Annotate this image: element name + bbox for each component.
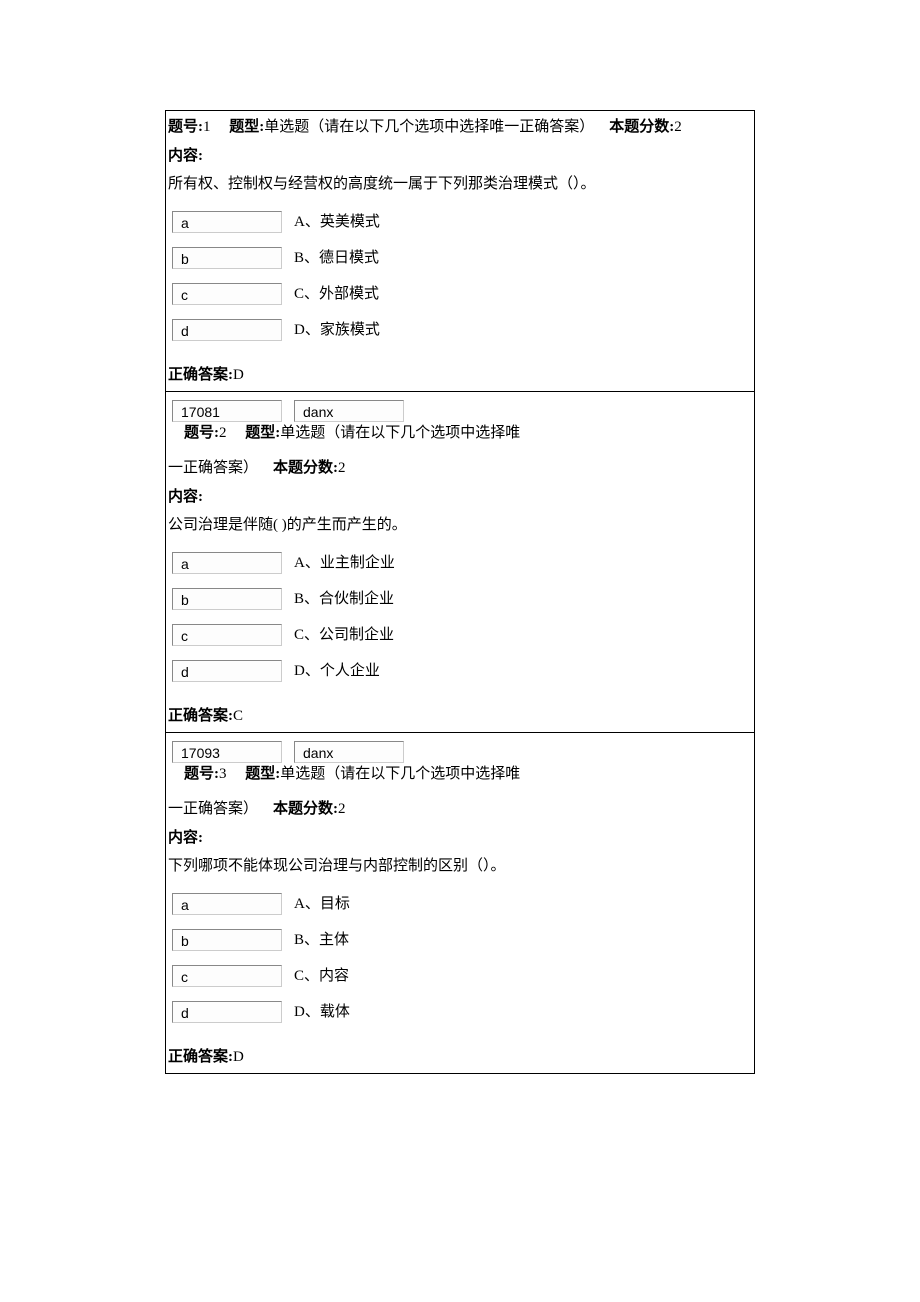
- option-label: C、公司制企业: [282, 624, 394, 646]
- option-input[interactable]: c: [172, 965, 282, 987]
- content-label: 内容:: [166, 483, 754, 512]
- q-type-label: 题型:: [229, 119, 264, 135]
- question-block: 17093 danx 题号:3 题型:单选题（请在以下几个选项中选择唯 一正确答…: [166, 733, 754, 1073]
- q-score: 2: [338, 460, 346, 476]
- answer-line: 正确答案:C: [166, 696, 754, 733]
- option-label: B、合伙制企业: [282, 588, 394, 610]
- option-row: c C、外部模式: [166, 283, 754, 305]
- option-label: D、家族模式: [282, 319, 380, 341]
- meta-input[interactable]: danx: [294, 741, 404, 763]
- answer-label: 正确答案:: [168, 708, 233, 724]
- option-label: A、目标: [282, 893, 350, 915]
- answer-label: 正确答案:: [168, 367, 233, 383]
- q-type-text-p2: 一正确答案）: [168, 801, 258, 817]
- meta-input[interactable]: danx: [294, 400, 404, 422]
- answer-line: 正确答案:D: [166, 355, 754, 392]
- option-row: a A、业主制企业: [166, 552, 754, 574]
- option-input[interactable]: b: [172, 247, 282, 269]
- option-input[interactable]: a: [172, 211, 282, 233]
- option-row: d D、载体: [166, 1001, 754, 1023]
- option-label: C、内容: [282, 965, 349, 987]
- q-type-label: 题型:: [245, 766, 280, 782]
- option-label: A、业主制企业: [282, 552, 395, 574]
- option-label: B、主体: [282, 929, 349, 951]
- q-type-text-p1: 单选题（请在以下几个选项中选择唯: [280, 766, 520, 782]
- question-content: 所有权、控制权与经营权的高度统一属于下列那类治理模式（）。: [166, 170, 754, 207]
- q-type-text-p1: 单选题（请在以下几个选项中选择唯: [280, 425, 520, 441]
- option-input[interactable]: d: [172, 319, 282, 341]
- q-type-text-p2: 一正确答案）: [168, 460, 258, 476]
- q-type-label: 题型:: [245, 425, 280, 441]
- q-number: 1: [203, 119, 211, 135]
- q-score: 2: [674, 119, 682, 135]
- option-input[interactable]: d: [172, 660, 282, 682]
- q-score-label: 本题分数:: [273, 460, 338, 476]
- meta-input[interactable]: 17093: [172, 741, 282, 763]
- option-label: D、个人企业: [282, 660, 380, 682]
- content-label: 内容:: [166, 824, 754, 853]
- meta-row: 17081 danx 题号:2 题型:单选题（请在以下几个选项中选择唯: [166, 392, 754, 444]
- answer-label: 正确答案:: [168, 1049, 233, 1065]
- option-row: b B、主体: [166, 929, 754, 951]
- content-label: 内容:: [166, 142, 754, 171]
- questions-table: 题号:1 题型:单选题（请在以下几个选项中选择唯一正确答案） 本题分数:2 内容…: [165, 110, 755, 1074]
- option-row: b B、德日模式: [166, 247, 754, 269]
- q-number: 2: [219, 425, 227, 441]
- q-type-text: 单选题（请在以下几个选项中选择唯一正确答案）: [264, 119, 594, 135]
- option-row: b B、合伙制企业: [166, 588, 754, 610]
- q-type-continuation: 一正确答案） 本题分数:2: [166, 444, 754, 483]
- q-number-label: 题号:: [184, 766, 219, 782]
- option-row: d D、家族模式: [166, 319, 754, 341]
- option-input[interactable]: c: [172, 624, 282, 646]
- q-score-label: 本题分数:: [273, 801, 338, 817]
- answer-value: D: [233, 367, 244, 383]
- meta-row: 17093 danx 题号:3 题型:单选题（请在以下几个选项中选择唯: [166, 733, 754, 785]
- option-input[interactable]: b: [172, 929, 282, 951]
- q-number-label: 题号:: [184, 425, 219, 441]
- question-block: 17081 danx 题号:2 题型:单选题（请在以下几个选项中选择唯 一正确答…: [166, 392, 754, 732]
- option-row: a A、目标: [166, 893, 754, 915]
- question-content: 公司治理是伴随( )的产生而产生的。: [166, 511, 754, 548]
- q-number-label: 题号:: [168, 119, 203, 135]
- answer-value: C: [233, 708, 243, 724]
- option-input[interactable]: a: [172, 893, 282, 915]
- option-input[interactable]: a: [172, 552, 282, 574]
- option-label: A、英美模式: [282, 211, 380, 233]
- meta-input[interactable]: 17081: [172, 400, 282, 422]
- option-label: B、德日模式: [282, 247, 379, 269]
- question-header: 题号:1 题型:单选题（请在以下几个选项中选择唯一正确答案） 本题分数:2: [166, 111, 754, 142]
- question-content: 下列哪项不能体现公司治理与内部控制的区别（）。: [166, 852, 754, 889]
- q-score: 2: [338, 801, 346, 817]
- option-input[interactable]: b: [172, 588, 282, 610]
- q-score-label: 本题分数:: [609, 119, 674, 135]
- question-block: 题号:1 题型:单选题（请在以下几个选项中选择唯一正确答案） 本题分数:2 内容…: [166, 111, 754, 391]
- option-row: c C、内容: [166, 965, 754, 987]
- answer-value: D: [233, 1049, 244, 1065]
- option-input[interactable]: c: [172, 283, 282, 305]
- q-type-continuation: 一正确答案） 本题分数:2: [166, 785, 754, 824]
- option-label: C、外部模式: [282, 283, 379, 305]
- option-label: D、载体: [282, 1001, 350, 1023]
- q-number: 3: [219, 766, 227, 782]
- option-row: c C、公司制企业: [166, 624, 754, 646]
- answer-line: 正确答案:D: [166, 1037, 754, 1074]
- option-row: a A、英美模式: [166, 211, 754, 233]
- option-row: d D、个人企业: [166, 660, 754, 682]
- option-input[interactable]: d: [172, 1001, 282, 1023]
